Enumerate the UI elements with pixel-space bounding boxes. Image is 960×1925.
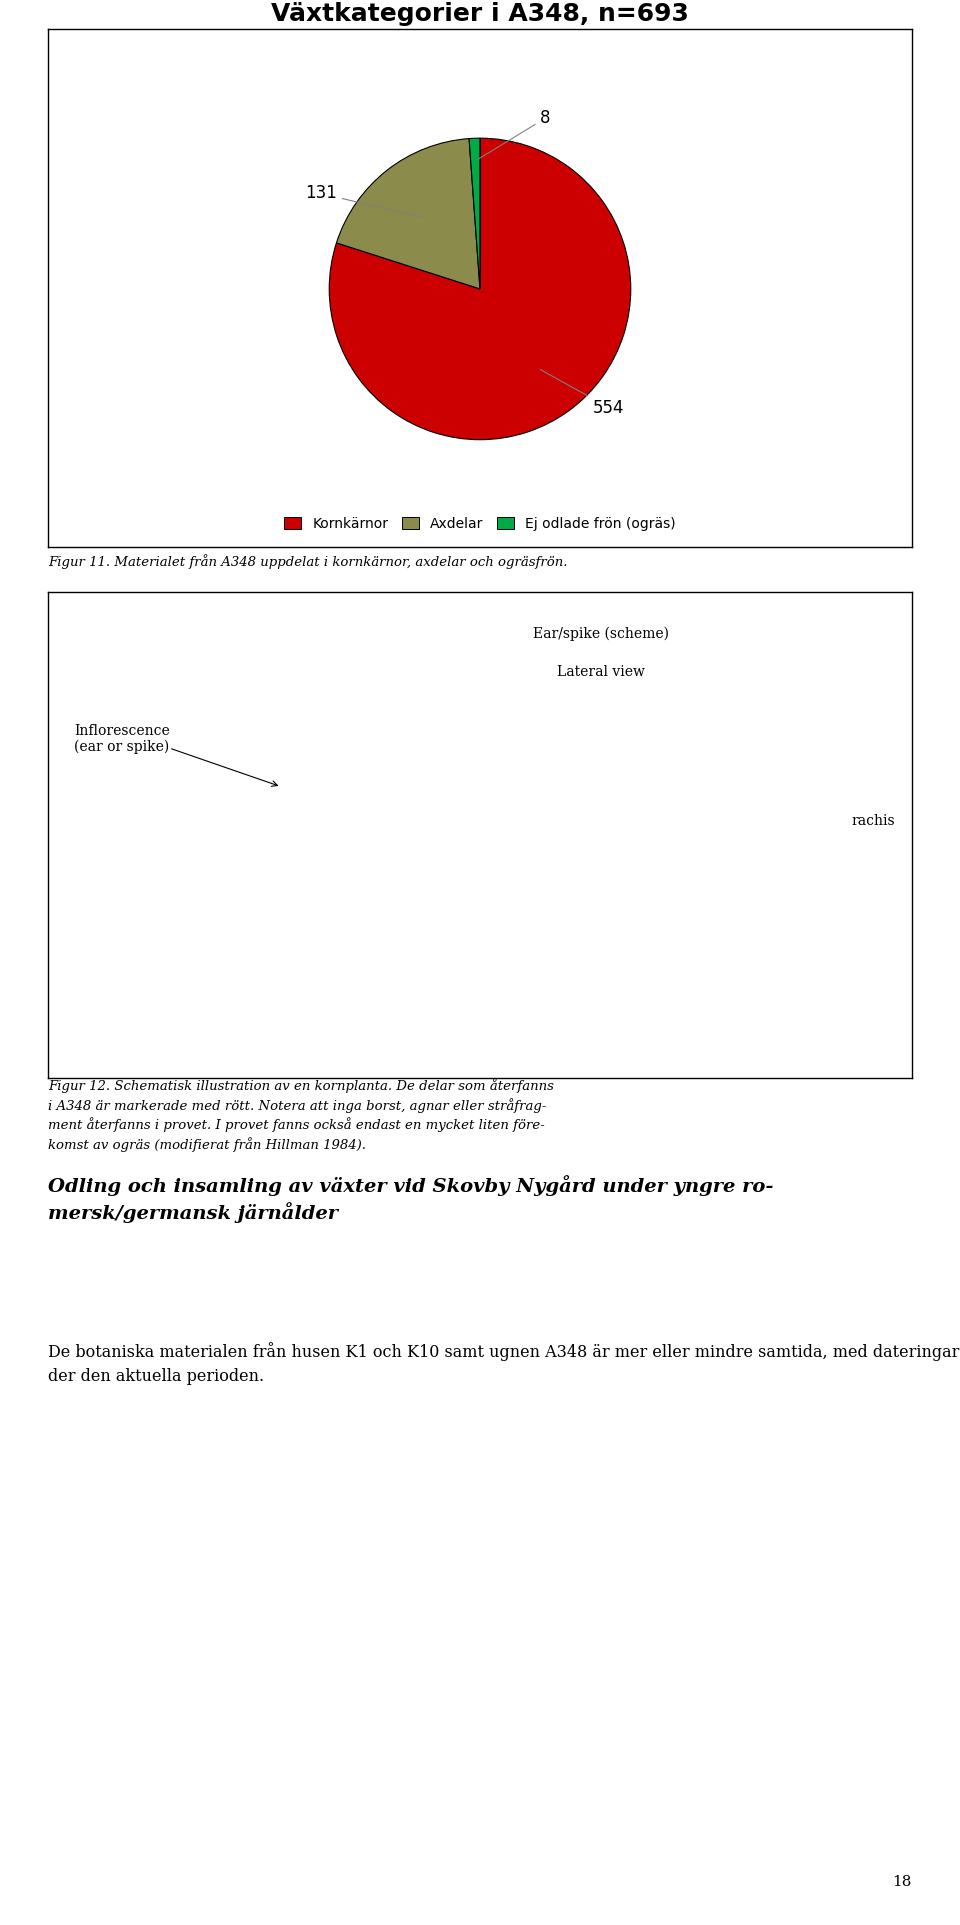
Text: Lateral view: Lateral view (557, 666, 645, 680)
Text: Ear/spike (scheme): Ear/spike (scheme) (533, 626, 669, 641)
Legend: Kornkärnor, Axdelar, Ej odlade frön (ogräs): Kornkärnor, Axdelar, Ej odlade frön (ogr… (280, 512, 680, 535)
Title: Växtkategorier i A348, n=693: Växtkategorier i A348, n=693 (271, 2, 689, 25)
Text: Odling och insamling av växter vid Skovby Nygård under yngre ro-
mersk/germansk : Odling och insamling av växter vid Skovb… (48, 1174, 774, 1222)
Text: 18: 18 (893, 1875, 912, 1888)
Text: Figur 12. Schematisk illustration av en kornplanta. De delar som återfanns
i A34: Figur 12. Schematisk illustration av en … (48, 1078, 554, 1151)
Text: De botaniska materialen från husen K1 och K10 samt ugnen A348 är mer eller mindr: De botaniska materialen från husen K1 oc… (48, 1342, 960, 1384)
Text: rachis: rachis (852, 814, 895, 828)
Text: Figur 11. Materialet från A348 uppdelat i kornkärnor, axdelar och ogräsfrön.: Figur 11. Materialet från A348 uppdelat … (48, 554, 567, 570)
Text: Inflorescence
(ear or spike): Inflorescence (ear or spike) (74, 724, 170, 755)
